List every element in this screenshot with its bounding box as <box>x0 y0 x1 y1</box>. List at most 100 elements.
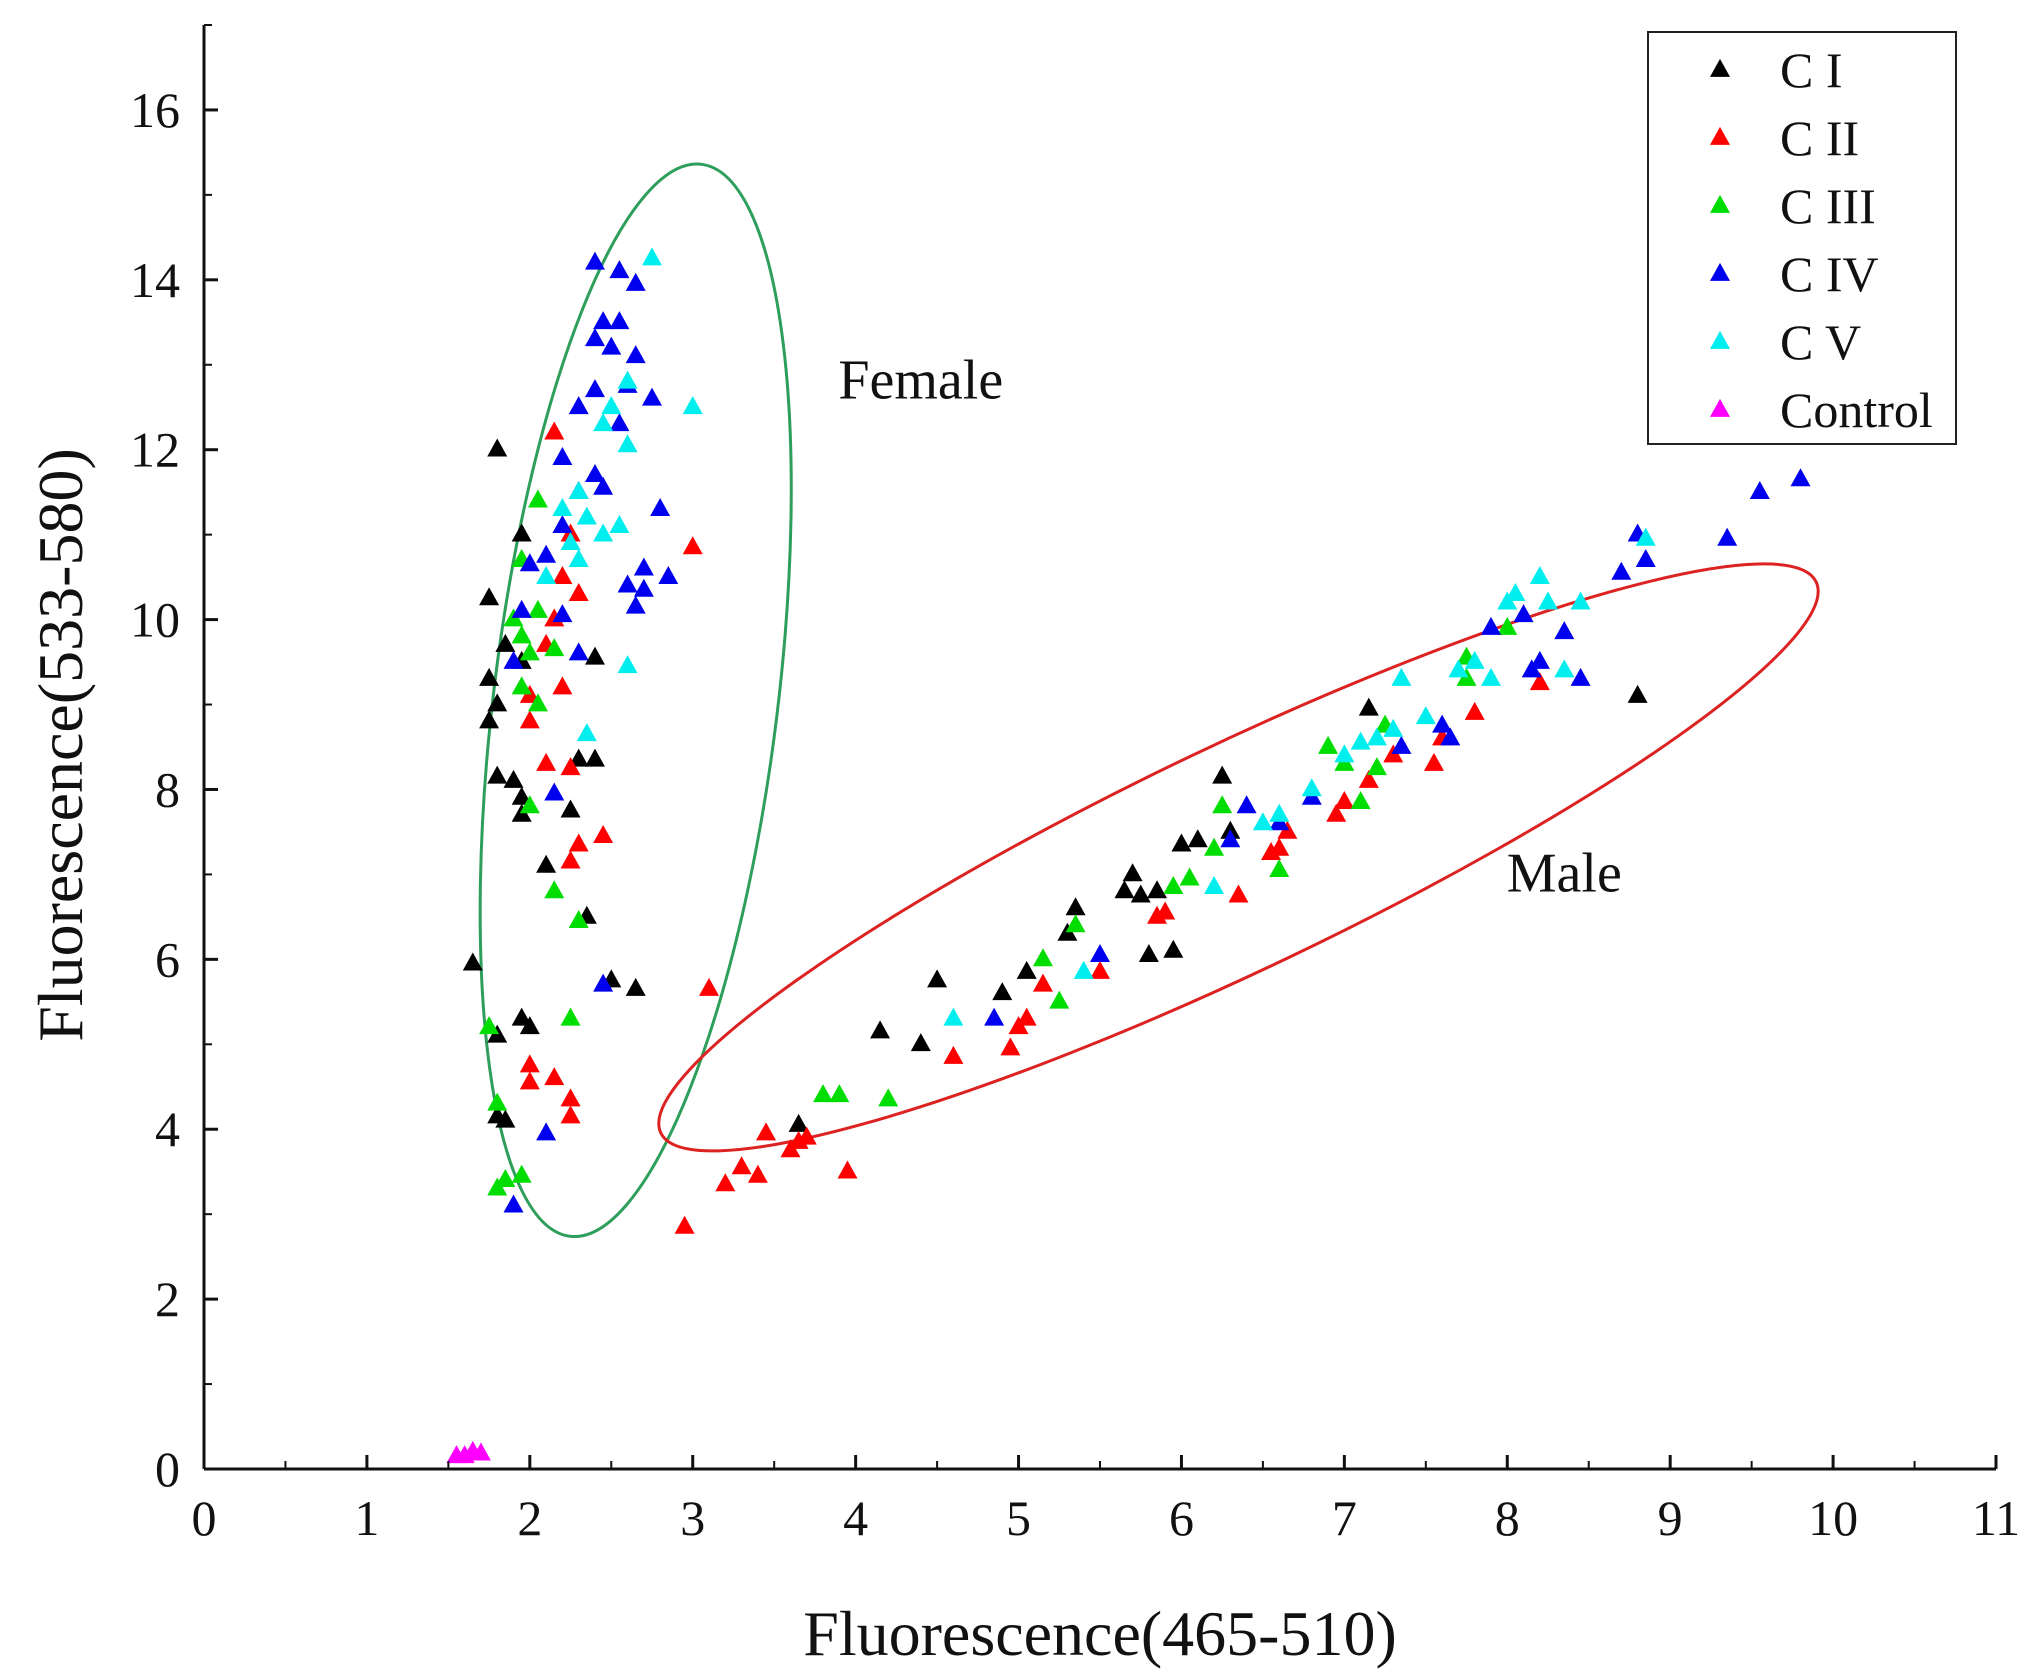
point-c-i <box>487 438 508 457</box>
point-c-iv <box>544 782 565 801</box>
point-c-iii <box>1318 735 1339 754</box>
point-c-i <box>479 710 500 729</box>
point-c-i <box>560 799 581 818</box>
point-c-v <box>1415 706 1436 725</box>
point-c-iv <box>552 514 573 533</box>
point-c-i <box>1147 880 1168 899</box>
point-c-iv <box>1554 621 1575 640</box>
point-c-v <box>1383 718 1404 737</box>
point-c-v <box>617 655 638 674</box>
legend-label-c-iv: C IV <box>1780 246 1879 302</box>
male-cluster-ellipse <box>657 562 1820 1153</box>
point-c-ii <box>699 977 720 996</box>
point-c-iv <box>511 599 532 618</box>
point-c-i <box>487 765 508 784</box>
point-c-ii <box>747 1164 768 1183</box>
point-control <box>470 1442 491 1461</box>
point-c-iii <box>878 1088 899 1107</box>
point-c-i <box>495 633 516 652</box>
point-c-ii <box>1529 672 1550 691</box>
point-c-iii <box>1497 616 1518 635</box>
point-c-iv <box>584 379 605 398</box>
x-tick-label: 6 <box>1169 1490 1194 1546</box>
x-tick-label: 8 <box>1495 1490 1520 1546</box>
point-c-iii <box>479 1016 500 1035</box>
point-c-v <box>576 723 597 742</box>
point-c-iv <box>601 336 622 355</box>
data-points <box>446 247 1811 1464</box>
point-c-ii <box>552 676 573 695</box>
legend-label-c-iii: C III <box>1780 178 1876 234</box>
point-c-ii <box>796 1126 817 1145</box>
point-c-iii <box>495 1169 516 1188</box>
point-c-ii <box>560 1105 581 1124</box>
legend: C I C II C III C IV C V Control <box>1647 31 1957 445</box>
point-c-ii <box>519 1054 540 1073</box>
point-c-i <box>910 1033 931 1052</box>
point-c-ii <box>682 536 703 555</box>
point-c-iv <box>584 328 605 347</box>
point-c-v <box>1635 527 1656 546</box>
point-c-iv <box>568 396 589 415</box>
point-c-i <box>1114 880 1135 899</box>
point-c-iv <box>1717 527 1738 546</box>
point-c-ii <box>943 1045 964 1064</box>
point-c-v <box>1301 778 1322 797</box>
legend-items: C I C II C III C IV C V Control <box>1710 42 1933 438</box>
legend-marker-c-i <box>1710 58 1730 77</box>
point-c-iii <box>1179 867 1200 886</box>
point-c-ii <box>560 1088 581 1107</box>
point-c-iii <box>527 599 548 618</box>
point-c-ii <box>756 1122 777 1141</box>
point-c-iv <box>617 574 638 593</box>
point-c-i <box>584 748 605 767</box>
point-c-v <box>1334 744 1355 763</box>
y-tick-label: 4 <box>155 1101 180 1157</box>
x-tick-label: 2 <box>517 1490 542 1546</box>
point-c-iv <box>1480 616 1501 635</box>
legend-marker-c-v <box>1710 330 1730 349</box>
point-c-v <box>617 370 638 389</box>
point-c-iii <box>511 1164 532 1183</box>
point-c-ii <box>1228 884 1249 903</box>
y-tick-label: 10 <box>130 592 180 648</box>
point-c-iii <box>813 1084 834 1103</box>
point-c-ii <box>1090 960 1110 979</box>
point-c-ii <box>552 565 573 584</box>
point-c-iii <box>511 676 532 695</box>
x-tick-label: 3 <box>680 1490 705 1546</box>
point-c-i <box>1130 884 1151 903</box>
point-c-i <box>1138 943 1159 962</box>
point-c-v <box>593 413 614 432</box>
x-tick-label: 9 <box>1658 1490 1683 1546</box>
x-tick-label: 5 <box>1006 1490 1031 1546</box>
point-c-ii <box>1423 752 1444 771</box>
point-c-v <box>1529 565 1550 584</box>
legend-marker-control <box>1710 398 1730 417</box>
y-tick-label: 14 <box>130 252 180 308</box>
legend-box <box>1647 31 1957 445</box>
point-c-i <box>487 693 508 712</box>
point-c-v <box>682 396 703 415</box>
point-c-iv <box>609 311 630 330</box>
point-c-ii <box>593 825 614 844</box>
point-c-v <box>1269 803 1290 822</box>
point-c-iii <box>544 638 565 657</box>
point-c-ii <box>519 710 540 729</box>
point-c-iv <box>1749 481 1770 500</box>
point-c-i <box>870 1020 891 1039</box>
point-c-iv <box>519 553 540 572</box>
point-c-v <box>617 434 638 453</box>
point-c-iv <box>536 1122 557 1141</box>
point-c-iv <box>1432 714 1453 733</box>
point-c-iv <box>609 413 630 432</box>
y-tick-label: 0 <box>155 1441 180 1497</box>
point-c-ii <box>837 1160 858 1179</box>
point-c-v <box>1366 727 1387 746</box>
point-c-i <box>495 1109 516 1128</box>
point-c-i <box>1163 939 1184 958</box>
point-c-iii <box>519 642 540 661</box>
point-c-v <box>1204 875 1225 894</box>
point-c-ii <box>1358 769 1379 788</box>
